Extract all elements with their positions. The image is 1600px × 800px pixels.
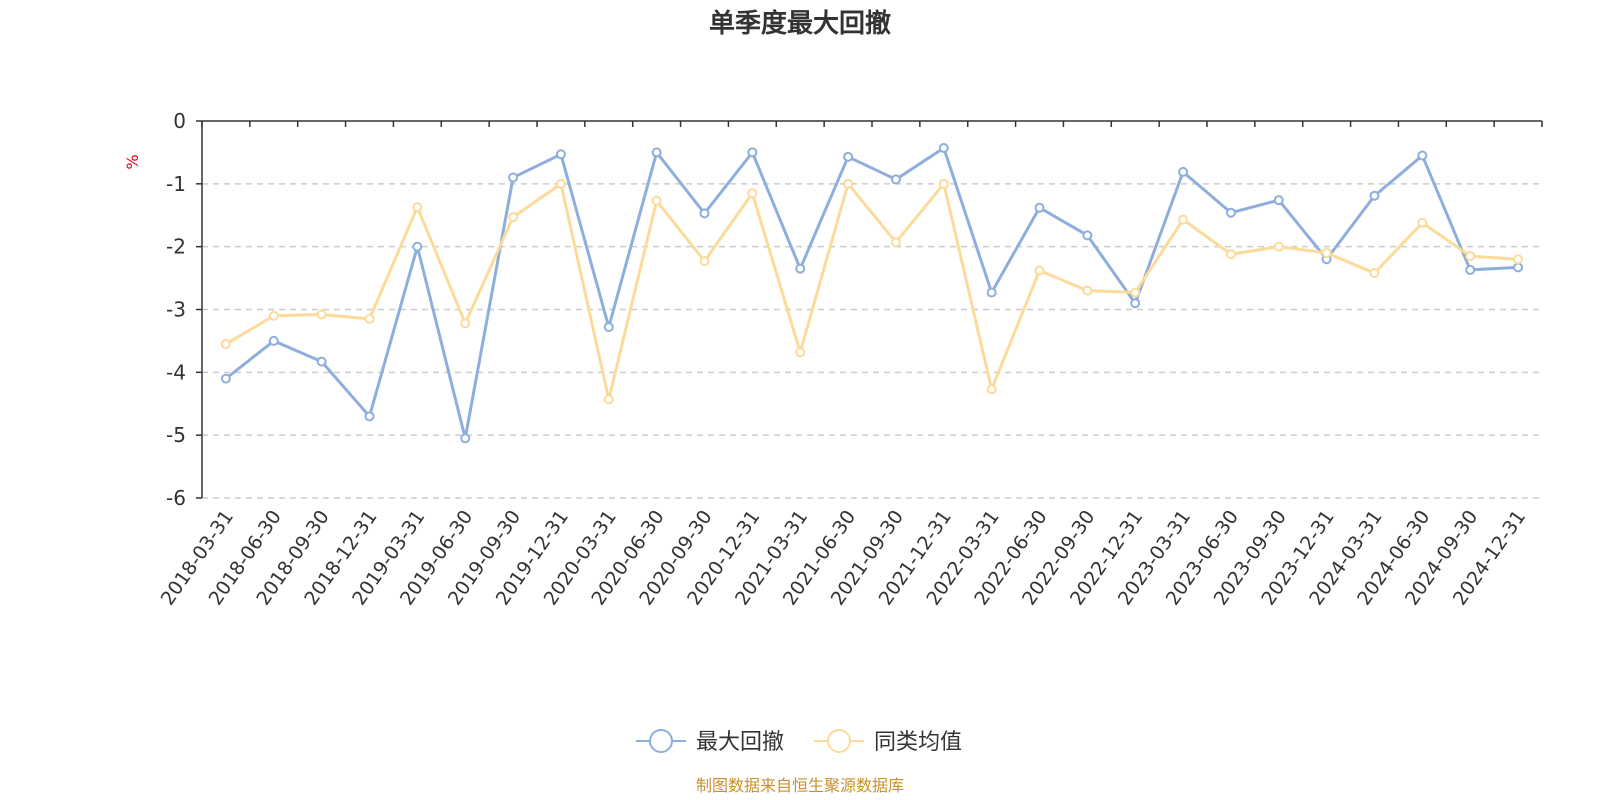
data-point[interactable] [938, 143, 949, 154]
chart-title: 单季度最大回撤 [709, 8, 891, 39]
data-point[interactable] [1130, 287, 1141, 298]
data-point[interactable] [1465, 251, 1476, 262]
data-point[interactable] [1513, 262, 1524, 273]
data-point[interactable] [1034, 265, 1045, 276]
grid-lines [202, 183, 1542, 499]
data-point[interactable] [460, 318, 471, 329]
y-tick-label: 0 [173, 109, 186, 133]
data-source-note: 制图数据来自恒生聚源数据库 [696, 776, 904, 795]
data-point[interactable] [460, 433, 471, 444]
data-point[interactable] [795, 347, 806, 358]
legend-item-2[interactable]: 同类均值 [814, 729, 962, 755]
data-point[interactable] [1417, 217, 1428, 228]
data-point[interactable] [1273, 241, 1284, 252]
data-point[interactable] [1034, 202, 1045, 213]
y-tick-label: -5 [166, 423, 186, 447]
data-point[interactable] [1082, 230, 1093, 241]
series-group [220, 143, 1524, 444]
data-point[interactable] [220, 373, 231, 384]
data-point[interactable] [364, 313, 375, 324]
data-point[interactable] [1369, 190, 1380, 201]
data-point[interactable] [1178, 166, 1189, 177]
x-axis-ticks: 2018-03-312018-06-302018-09-302018-12-31… [157, 121, 1543, 609]
y-axis-ticks: 0 -1 -2 -3 -4 -5 -6 [166, 109, 202, 510]
data-point[interactable] [508, 172, 519, 183]
series-line-2 [225, 182, 1519, 401]
data-point[interactable] [890, 237, 901, 248]
legend-item-1[interactable]: 最大回撤 [636, 729, 784, 755]
legend-marker-icon [827, 729, 851, 753]
data-point[interactable] [986, 384, 997, 395]
data-point[interactable] [986, 287, 997, 298]
legend-marker-icon [649, 729, 673, 753]
data-point[interactable] [508, 212, 519, 223]
data-point[interactable] [1273, 195, 1284, 206]
data-point[interactable] [1178, 214, 1189, 225]
data-point[interactable] [747, 188, 758, 199]
data-point[interactable] [1225, 207, 1236, 218]
data-point[interactable] [603, 322, 614, 333]
data-point[interactable] [316, 309, 327, 320]
data-point[interactable] [1321, 247, 1332, 258]
data-point[interactable] [651, 147, 662, 158]
data-point[interactable] [412, 241, 423, 252]
data-point[interactable] [268, 310, 279, 321]
y-tick-label: -1 [166, 172, 186, 196]
data-point[interactable] [699, 256, 710, 267]
data-point[interactable] [268, 335, 279, 346]
legend-label: 同类均值 [874, 730, 962, 755]
data-point[interactable] [555, 149, 566, 160]
legend-label: 最大回撤 [696, 730, 784, 755]
data-point[interactable] [412, 202, 423, 213]
y-tick-label: -3 [166, 298, 186, 322]
data-point[interactable] [651, 195, 662, 206]
data-point[interactable] [1225, 249, 1236, 260]
data-point[interactable] [747, 147, 758, 158]
data-point[interactable] [364, 411, 375, 422]
series-line-1 [225, 146, 1519, 440]
data-point[interactable] [699, 208, 710, 219]
data-point[interactable] [1130, 298, 1141, 309]
data-point[interactable] [1082, 285, 1093, 296]
y-tick-label: -2 [166, 235, 186, 259]
data-point[interactable] [843, 178, 854, 189]
data-point[interactable] [220, 339, 231, 350]
data-point[interactable] [1417, 150, 1428, 161]
y-tick-label: -4 [166, 360, 186, 384]
data-point[interactable] [1513, 254, 1524, 265]
data-point[interactable] [843, 151, 854, 162]
data-point[interactable] [795, 263, 806, 274]
data-point[interactable] [890, 174, 901, 185]
data-point[interactable] [938, 178, 949, 189]
data-point[interactable] [555, 178, 566, 189]
legend[interactable]: 最大回撤 同类均值 [636, 729, 962, 755]
data-point[interactable] [603, 394, 614, 405]
y-tick-label: -6 [166, 486, 186, 510]
y-axis-unit: % [123, 154, 142, 169]
data-point[interactable] [316, 356, 327, 367]
data-point[interactable] [1465, 264, 1476, 275]
data-point[interactable] [1369, 268, 1380, 279]
